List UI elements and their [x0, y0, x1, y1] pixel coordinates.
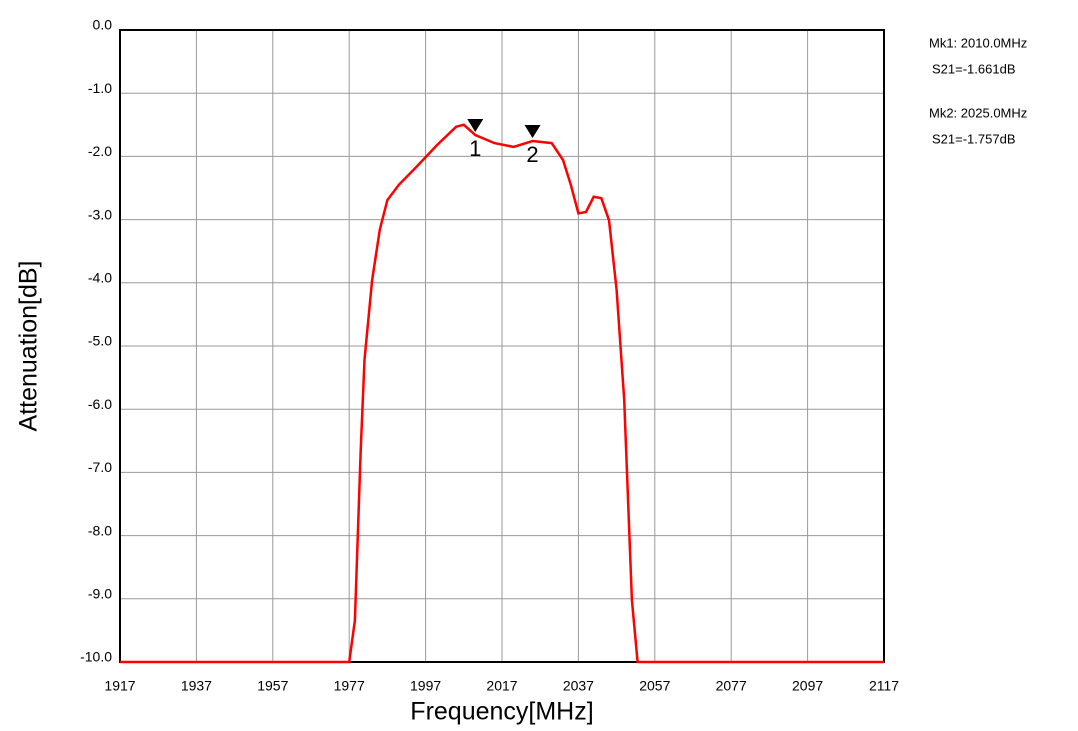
y-tick-label: -6.0	[88, 396, 112, 412]
y-tick-label: -10.0	[80, 649, 112, 665]
y-tick-label: -5.0	[88, 333, 112, 349]
x-tick-label: 2057	[639, 678, 670, 694]
y-tick-label: -4.0	[88, 270, 112, 286]
trace-line	[120, 123, 884, 664]
x-tick-label: 2017	[486, 678, 517, 694]
y-tick-label: -1.0	[88, 80, 112, 96]
x-tick-label: 1977	[334, 678, 365, 694]
marker-triangle	[467, 118, 484, 132]
plot-frame	[119, 29, 885, 663]
x-tick-label: 2097	[792, 678, 823, 694]
y-tick-label: -3.0	[88, 206, 112, 222]
marker-readout: S21=-1.757dB	[932, 131, 1015, 146]
y-tick-label: 0.0	[93, 17, 113, 33]
x-axis-label: Frequency[MHz]	[410, 698, 593, 726]
marker-readout: Mk1: 2010.0MHz	[929, 35, 1027, 50]
marker-readout: S21=-1.661dB	[932, 61, 1015, 76]
y-tick-label: -7.0	[88, 459, 112, 475]
x-tick-label: 1937	[181, 678, 212, 694]
marker-label: 1	[469, 136, 481, 161]
x-tick-label: 2117	[869, 678, 899, 694]
marker-triangle	[524, 125, 541, 139]
marker-readout: Mk2: 2025.0MHz	[929, 105, 1027, 120]
y-tick-label: -2.0	[88, 143, 112, 159]
x-tick-label: 2077	[716, 678, 747, 694]
marker-label: 2	[526, 142, 538, 167]
y-tick-label: -9.0	[88, 586, 112, 602]
y-axis-label: Attenuation[dB]	[15, 261, 43, 432]
y-tick-label: -8.0	[88, 522, 112, 538]
x-tick-label: 1997	[410, 678, 441, 694]
x-tick-label: 1957	[257, 678, 288, 694]
x-tick-label: 2037	[563, 678, 594, 694]
x-tick-label: 1917	[104, 678, 135, 694]
